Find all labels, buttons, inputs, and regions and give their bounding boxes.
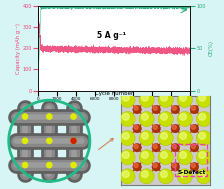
Circle shape — [158, 131, 173, 146]
Circle shape — [191, 144, 196, 149]
Circle shape — [199, 94, 206, 101]
Circle shape — [180, 152, 186, 158]
Circle shape — [158, 169, 173, 184]
Circle shape — [191, 125, 196, 129]
Circle shape — [139, 112, 154, 127]
Circle shape — [139, 92, 154, 108]
Circle shape — [139, 150, 154, 165]
Circle shape — [196, 169, 211, 184]
Circle shape — [133, 143, 141, 152]
Circle shape — [134, 125, 138, 129]
Text: Cycle number: Cycle number — [95, 91, 133, 96]
Circle shape — [171, 163, 180, 171]
Circle shape — [158, 92, 173, 108]
Circle shape — [120, 150, 135, 165]
Circle shape — [142, 132, 148, 139]
Circle shape — [134, 163, 138, 168]
Circle shape — [199, 132, 206, 139]
Circle shape — [152, 124, 160, 133]
Circle shape — [190, 143, 199, 152]
Circle shape — [161, 171, 167, 177]
Circle shape — [142, 152, 148, 158]
Circle shape — [133, 163, 141, 171]
Circle shape — [122, 152, 129, 158]
Circle shape — [191, 163, 196, 168]
Circle shape — [196, 92, 211, 108]
Circle shape — [172, 144, 176, 149]
Circle shape — [161, 132, 167, 139]
Circle shape — [153, 163, 157, 168]
Circle shape — [199, 152, 206, 158]
Circle shape — [180, 171, 186, 177]
Circle shape — [139, 131, 154, 146]
Circle shape — [196, 150, 211, 165]
Circle shape — [22, 114, 28, 119]
Circle shape — [177, 112, 192, 127]
Circle shape — [139, 169, 154, 184]
Circle shape — [134, 144, 138, 149]
Circle shape — [180, 132, 186, 139]
Circle shape — [161, 152, 167, 158]
Circle shape — [152, 105, 160, 114]
Circle shape — [196, 131, 211, 146]
Circle shape — [120, 92, 135, 108]
Circle shape — [177, 92, 192, 108]
Circle shape — [196, 112, 211, 127]
Circle shape — [177, 150, 192, 165]
Circle shape — [158, 112, 173, 127]
Circle shape — [190, 163, 199, 171]
Circle shape — [172, 163, 176, 168]
Circle shape — [180, 113, 186, 120]
Circle shape — [71, 138, 76, 143]
Circle shape — [47, 114, 52, 119]
Bar — [175, 144, 207, 176]
Circle shape — [133, 124, 141, 133]
Circle shape — [71, 138, 76, 143]
Circle shape — [122, 94, 129, 101]
Circle shape — [142, 113, 148, 120]
Circle shape — [199, 171, 206, 177]
Circle shape — [180, 94, 186, 101]
Circle shape — [133, 105, 141, 114]
Circle shape — [177, 169, 192, 184]
Circle shape — [120, 169, 135, 184]
Circle shape — [122, 171, 129, 177]
Circle shape — [171, 143, 180, 152]
Circle shape — [122, 113, 129, 120]
Circle shape — [190, 105, 199, 114]
Y-axis label: Capacity (mAh g⁻¹): Capacity (mAh g⁻¹) — [16, 23, 21, 74]
Circle shape — [161, 94, 167, 101]
Circle shape — [153, 106, 157, 110]
Circle shape — [47, 162, 52, 168]
Circle shape — [191, 106, 196, 110]
Circle shape — [142, 94, 148, 101]
Circle shape — [47, 138, 52, 143]
Circle shape — [190, 124, 199, 133]
Circle shape — [152, 163, 160, 171]
Circle shape — [171, 105, 180, 114]
Circle shape — [172, 106, 176, 110]
Text: 5 A g⁻¹: 5 A g⁻¹ — [97, 31, 126, 40]
Circle shape — [120, 131, 135, 146]
Circle shape — [177, 131, 192, 146]
Circle shape — [153, 144, 157, 149]
Circle shape — [158, 150, 173, 165]
Circle shape — [120, 112, 135, 127]
Circle shape — [142, 171, 148, 177]
Circle shape — [161, 113, 167, 120]
Circle shape — [171, 124, 180, 133]
Circle shape — [152, 143, 160, 152]
Circle shape — [172, 125, 176, 129]
Circle shape — [153, 125, 157, 129]
Circle shape — [199, 113, 206, 120]
Circle shape — [22, 138, 28, 143]
Y-axis label: CE(%): CE(%) — [209, 40, 214, 56]
Circle shape — [134, 106, 138, 110]
Circle shape — [71, 162, 76, 168]
Circle shape — [122, 132, 129, 139]
Circle shape — [22, 162, 28, 168]
Circle shape — [71, 114, 76, 119]
Text: S-Defect: S-Defect — [177, 170, 206, 175]
